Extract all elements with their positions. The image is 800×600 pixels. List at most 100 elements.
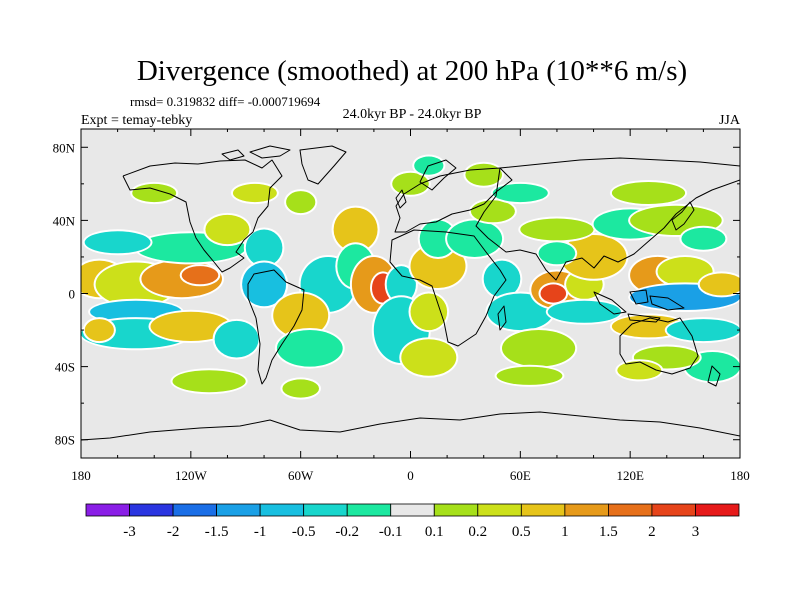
divergence-region xyxy=(666,319,740,342)
divergence-region xyxy=(419,220,457,257)
colorbar-label: -3 xyxy=(123,524,136,540)
divergence-region xyxy=(286,191,316,214)
colorbar-label: 1.5 xyxy=(599,524,618,540)
x-tick-label: 180 xyxy=(71,468,91,483)
colorbar-swatch xyxy=(303,503,348,517)
y-tick-label: 80S xyxy=(55,433,75,448)
colorbar-swatch xyxy=(651,503,696,517)
divergence-region xyxy=(245,229,283,267)
divergence-region xyxy=(483,260,521,298)
divergence-region xyxy=(84,319,114,342)
divergence-region xyxy=(132,183,177,203)
coast-africa xyxy=(389,229,507,347)
colorbar-swatch xyxy=(129,503,174,517)
coast-scandinavia xyxy=(419,159,457,191)
coast-north-america xyxy=(122,159,283,273)
divergence-region xyxy=(496,366,563,385)
colorbar-label: 0.2 xyxy=(468,524,487,540)
divergence-region xyxy=(84,231,151,254)
axis-ticks: 180 120W 60W 0 60E 120E 180 80N 40N 0 40S 80S xyxy=(53,129,750,483)
colorbar: -3 -2 -1.5 -1 -0.5 -0.2 -0.1 0.1 0.2 0.5 1 1.5 2 3 xyxy=(85,503,740,540)
coastlines xyxy=(81,145,740,441)
divergence-region xyxy=(276,330,343,367)
divergence-region xyxy=(538,242,576,265)
colorbar-label: -1 xyxy=(254,524,267,540)
x-tick-label: 60W xyxy=(288,468,314,483)
divergence-region xyxy=(611,182,686,204)
colorbar-label: -1.5 xyxy=(205,524,229,540)
colorbar-swatch xyxy=(259,503,305,517)
divergence-region xyxy=(392,172,429,195)
colorbar-label: 0.1 xyxy=(425,524,444,540)
coast-greenland xyxy=(299,145,347,185)
colorbar-swatch xyxy=(433,503,479,517)
period-label: 24.0kyr BP - 24.0kyr BP xyxy=(343,107,482,122)
colorbar-swatch xyxy=(172,503,218,517)
coast-europe xyxy=(394,167,513,233)
coast-indonesia xyxy=(593,289,685,323)
colorbar-label: -2 xyxy=(167,524,180,540)
season-label: JJA xyxy=(719,113,741,128)
divergence-region xyxy=(242,262,287,307)
divergence-region xyxy=(386,266,416,303)
colorbar-swatch xyxy=(564,503,609,517)
colorbar-label: 3 xyxy=(692,524,700,540)
divergence-region xyxy=(699,273,740,296)
divergence-region xyxy=(205,214,250,245)
divergence-region xyxy=(560,235,627,279)
stats-label: rmsd= 0.319832 diff= -0.000719694 xyxy=(130,94,321,109)
chart-title: Divergence (smoothed) at 200 hPa (10**6 … xyxy=(137,55,687,87)
coast-antarctica xyxy=(81,411,740,441)
colorbar-swatch xyxy=(216,503,261,517)
y-tick-label: 0 xyxy=(69,287,76,302)
coast-japan xyxy=(671,201,695,231)
y-tick-label: 80N xyxy=(53,140,76,155)
colorbar-label: 2 xyxy=(648,524,656,540)
divergence-region xyxy=(401,339,457,376)
x-tick-label: 60E xyxy=(510,468,531,483)
divergence-region xyxy=(547,300,622,323)
colorbar-swatch xyxy=(520,503,566,517)
y-tick-label: 40N xyxy=(53,213,76,228)
divergence-region xyxy=(410,293,448,331)
divergence-region xyxy=(410,244,466,288)
divergence-region xyxy=(501,330,576,367)
divergence-region xyxy=(492,183,548,203)
x-tick-label: 0 xyxy=(407,468,414,483)
colorbar-swatch xyxy=(85,503,130,517)
colorbar-swatch xyxy=(608,503,653,517)
divergence-region xyxy=(657,257,713,287)
divergence-region xyxy=(681,227,726,250)
divergence-region xyxy=(617,361,662,380)
coast-asia xyxy=(475,157,740,281)
colorbar-label: 1 xyxy=(561,524,569,540)
divergence-region xyxy=(447,220,503,257)
coast-british-isles xyxy=(395,189,407,209)
map-panel: 180 120W 60W 0 60E 120E 180 80N 40N 0 40S 80S xyxy=(53,128,750,483)
divergence-region xyxy=(470,200,515,223)
divergence-region xyxy=(150,311,232,341)
divergence-fill xyxy=(81,154,740,400)
divergence-region xyxy=(172,370,246,393)
divergence-region xyxy=(520,218,594,241)
coast-south-america xyxy=(247,269,305,385)
experiment-label: Expt = temay-tebky xyxy=(81,113,192,128)
x-tick-label: 180 xyxy=(730,468,750,483)
coast-madagascar xyxy=(497,305,507,331)
divergence-region xyxy=(282,379,320,398)
coast-new-zealand xyxy=(707,365,721,387)
x-tick-label: 120W xyxy=(175,468,208,483)
colorbar-swatch xyxy=(390,503,435,517)
divergence-region xyxy=(465,163,503,186)
coast-australia xyxy=(619,317,699,375)
y-tick-label: 40S xyxy=(55,360,75,375)
colorbar-swatch xyxy=(477,503,522,517)
coast-arctic-islands xyxy=(221,145,291,161)
colorbar-swatch xyxy=(346,503,392,517)
divergence-region xyxy=(333,207,378,252)
colorbar-label: -0.1 xyxy=(379,524,403,540)
divergence-region xyxy=(273,293,329,338)
divergence-region xyxy=(540,284,567,303)
colorbar-label: 0.5 xyxy=(512,524,531,540)
